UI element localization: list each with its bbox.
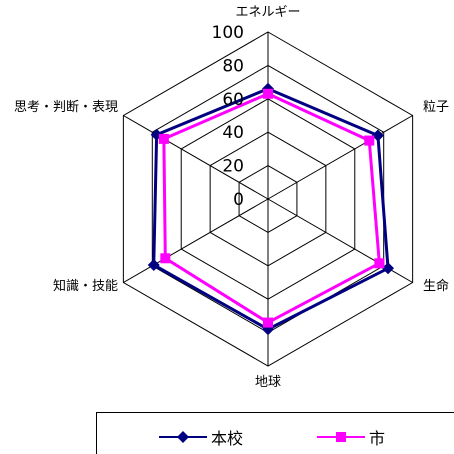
- radar-grid: [122, 31, 414, 367]
- r-tick-40: 40: [222, 123, 244, 143]
- point-2-3: [374, 258, 385, 269]
- series-layer: [147, 82, 395, 336]
- axis-label-4: 地球: [255, 375, 281, 390]
- axis-label-1: エネルギー: [235, 5, 300, 20]
- tick-labels: 0 20 40 60 80 100: [212, 23, 244, 210]
- axis-label-2: 粒子: [423, 100, 449, 115]
- axis-spoke-5: [123, 198, 269, 283]
- series-2: [158, 88, 385, 328]
- legend-marker-shi: [317, 432, 365, 442]
- point-2-6: [158, 133, 169, 144]
- series-1: [147, 82, 395, 336]
- series-line-1: [152, 87, 390, 331]
- point-1-3: [382, 262, 395, 275]
- legend-item-shi: 市: [317, 427, 386, 448]
- legend-label-honkou: 本校: [211, 429, 244, 448]
- point-2-4: [263, 317, 273, 328]
- legend-label-shi: 市: [369, 429, 386, 448]
- point-1-2: [371, 129, 384, 142]
- point-2-1: [263, 88, 273, 99]
- point-2-2: [364, 135, 375, 146]
- point-2-5: [160, 253, 171, 264]
- point-1-5: [147, 258, 160, 271]
- axis-label-5: 知識・技能: [53, 278, 118, 294]
- r-tick-60: 60: [222, 90, 244, 110]
- legend-marker-honkou: [159, 431, 207, 443]
- axis-spoke-2: [267, 115, 413, 200]
- axis-label-3: 生命: [423, 278, 449, 294]
- legend: 本校 市: [96, 412, 454, 454]
- r-tick-100: 100: [212, 23, 244, 43]
- r-tick-80: 80: [222, 56, 244, 76]
- r-tick-20: 20: [222, 157, 244, 177]
- axis-spoke-6: [123, 115, 269, 200]
- legend-item-honkou: 本校: [159, 427, 244, 448]
- r-tick-0: 0: [233, 190, 244, 210]
- axis-label-6: 思考・判断・表現: [14, 100, 118, 115]
